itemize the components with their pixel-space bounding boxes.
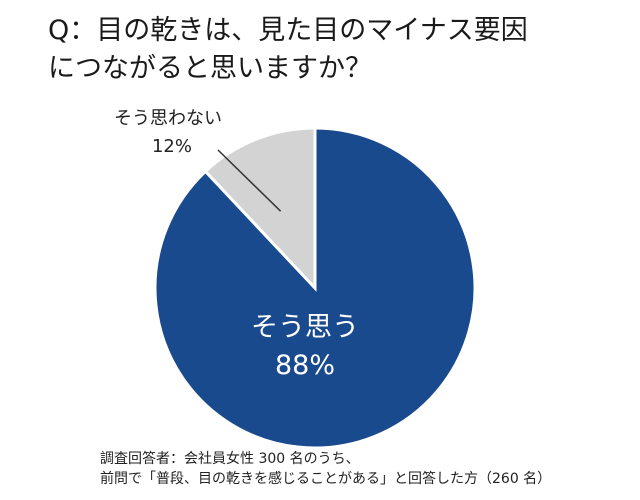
footnote-line-2: 前問で「普段、目の乾きを感じることがある」と回答した方（260 名） bbox=[100, 471, 552, 487]
pie-slices bbox=[153, 126, 477, 450]
slice-value-sou-omou: 88% bbox=[275, 350, 335, 381]
slice-label-sou-omou: そう思う bbox=[251, 312, 359, 343]
pie-slice-sou-omowanai bbox=[203, 126, 317, 292]
chart-title-line-1: Q：目の乾きは、見た目のマイナス要因 bbox=[48, 15, 528, 46]
chart-title: Q：目の乾きは、見た目のマイナス要因 につながると思いますか？ bbox=[48, 12, 628, 88]
footnote-line-1: 調査回答者：会社員女性 300 名のうち、 bbox=[100, 451, 360, 467]
slice-leader-line bbox=[217, 149, 282, 212]
chart-title-line-2: につながると思いますか？ bbox=[48, 53, 372, 84]
slice-value-sou-omowanai: 12% bbox=[152, 136, 192, 157]
survey-footnote: 調査回答者：会社員女性 300 名のうち、 前問で「普段、目の乾きを感じることが… bbox=[100, 449, 620, 489]
slice-label-sou-omowanai: そう思わない bbox=[114, 108, 222, 129]
